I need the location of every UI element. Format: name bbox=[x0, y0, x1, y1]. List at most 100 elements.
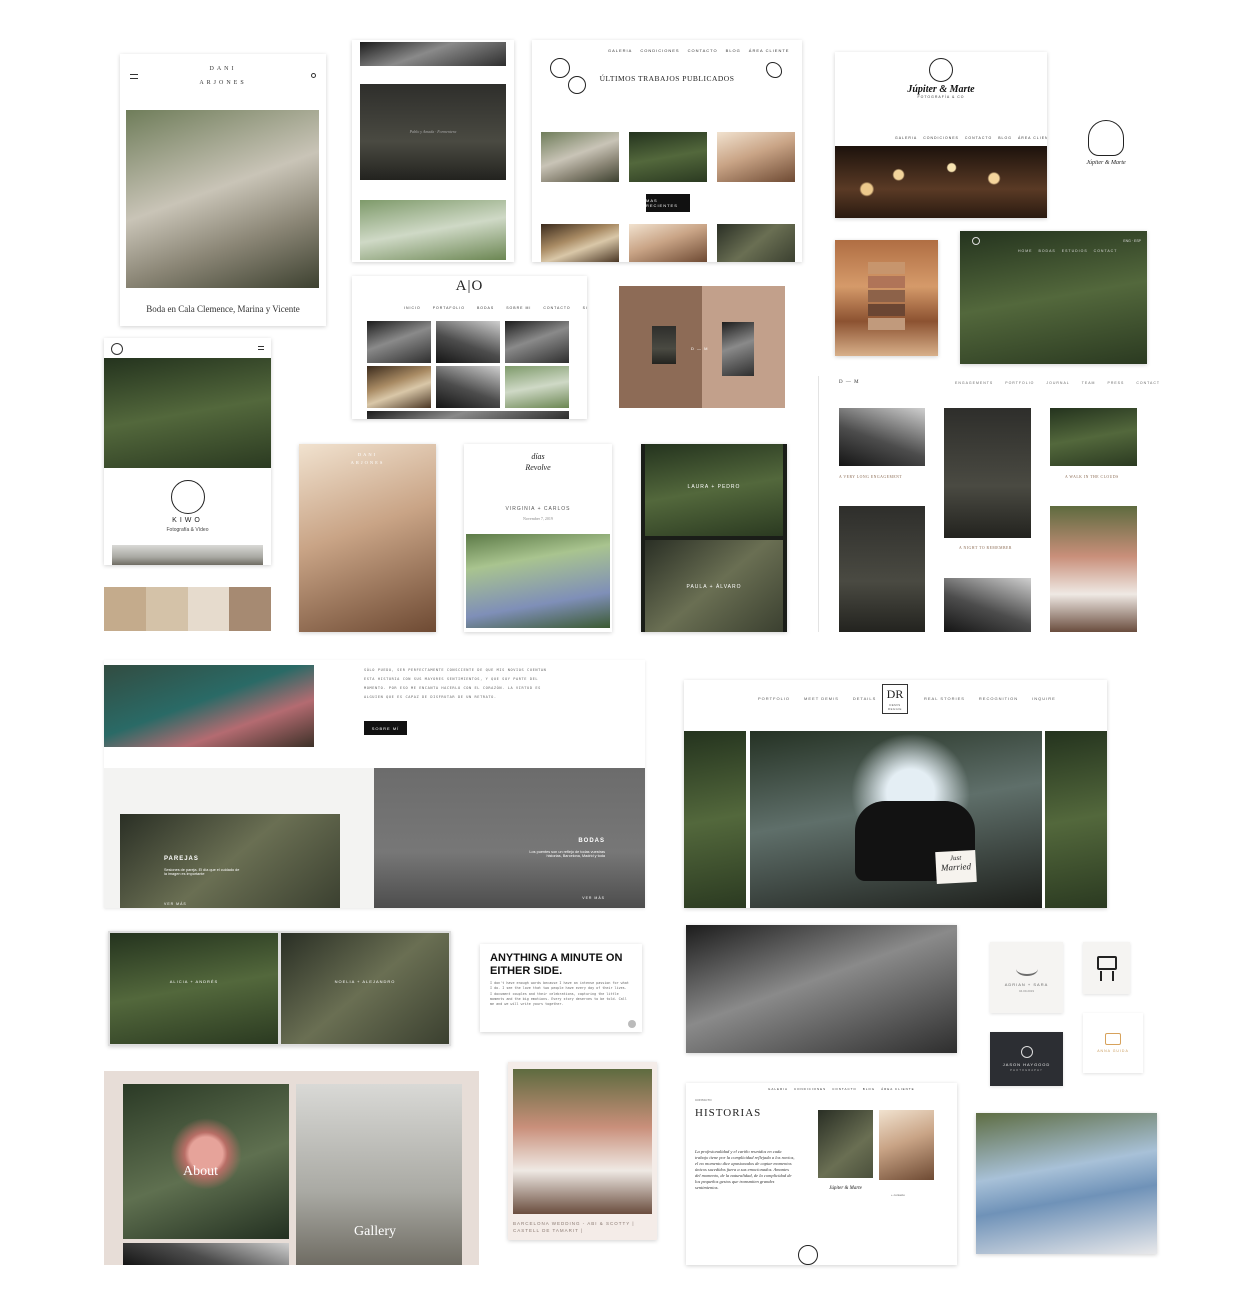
grid-photo-3[interactable] bbox=[505, 321, 569, 363]
ao-logo[interactable]: A|O bbox=[455, 278, 484, 294]
engagement-caption[interactable]: A VERY LONG ENGAGEMENT bbox=[839, 475, 903, 479]
contact-note[interactable]: + contacto bbox=[891, 1193, 905, 1197]
bridesmaids-kiss-photo[interactable] bbox=[976, 1113, 1157, 1254]
hamburger-menu-icon[interactable] bbox=[258, 346, 264, 350]
dm-logo[interactable]: D — M bbox=[839, 380, 860, 385]
nav-home[interactable]: HOME bbox=[1018, 249, 1033, 253]
nav-bodas[interactable]: BODAS bbox=[476, 306, 495, 310]
top-photo-strip[interactable] bbox=[360, 42, 506, 66]
nav-bodas[interactable]: BODAS bbox=[1038, 249, 1056, 253]
clouds-photo[interactable] bbox=[1050, 408, 1137, 466]
nav-galeria[interactable]: GALERIA bbox=[895, 136, 918, 140]
nav-galeria[interactable]: GALERIA bbox=[768, 1087, 789, 1091]
nav-portfolio[interactable]: PORTFOLIO bbox=[758, 696, 791, 701]
language-switch[interactable]: ENG · ESP bbox=[1123, 239, 1141, 243]
nav-blog[interactable]: BLOG bbox=[862, 1087, 876, 1091]
gallery-link[interactable]: Gallery bbox=[354, 1224, 396, 1239]
night-portrait-photo[interactable] bbox=[944, 408, 1031, 538]
about-link[interactable]: About bbox=[183, 1164, 218, 1179]
gallery-photo-6[interactable] bbox=[717, 224, 795, 262]
nav-area-cliente[interactable]: ÁREA CLIENTE bbox=[881, 1087, 915, 1091]
nav-details[interactable]: DETAILS bbox=[852, 696, 877, 701]
left-portrait-photo[interactable] bbox=[652, 326, 676, 364]
right-couple-photo[interactable] bbox=[1045, 731, 1107, 908]
post-caption[interactable]: Boda en Cala Clemence, Marina y Vicente bbox=[146, 304, 300, 314]
couple-hug-photo[interactable] bbox=[104, 665, 314, 747]
nav-contact[interactable]: CONTACT bbox=[1093, 249, 1118, 253]
nav-condiciones[interactable]: CONDICIONES bbox=[640, 48, 680, 53]
dark-banner-photo[interactable]: Pablo y Amada · Formentera bbox=[360, 84, 506, 180]
gallery-photo-1[interactable] bbox=[541, 132, 619, 182]
bw-detail-photo[interactable] bbox=[944, 578, 1031, 632]
bodas-ver-mas-link[interactable]: VER MÁS bbox=[582, 896, 605, 900]
menu-icon[interactable] bbox=[130, 74, 138, 79]
grid-photo-6[interactable] bbox=[505, 366, 569, 408]
hero-photo-couple-walking[interactable] bbox=[126, 110, 319, 288]
left-guests-photo[interactable] bbox=[684, 731, 746, 908]
right-portrait-photo[interactable] bbox=[722, 322, 754, 376]
confetti-celebration-photo[interactable] bbox=[686, 925, 957, 1053]
nav-condiciones[interactable]: CONDICIONES bbox=[923, 136, 959, 140]
nav-condiciones[interactable]: CONDICIONES bbox=[794, 1087, 827, 1091]
couple-photo-right[interactable] bbox=[879, 1110, 934, 1180]
nav-contacto[interactable]: CONTACTO bbox=[543, 306, 571, 310]
nav-inicio[interactable]: INICIO bbox=[404, 306, 421, 310]
just-married-car-photo[interactable]: Just Married bbox=[750, 731, 1042, 908]
nav-team[interactable]: TEAM bbox=[1081, 381, 1096, 385]
gallery-photo-5[interactable] bbox=[629, 224, 707, 262]
bride-bouquet-photo[interactable] bbox=[104, 358, 271, 468]
grid-photo-2[interactable] bbox=[436, 321, 500, 363]
nav-blog[interactable]: BLOG bbox=[998, 136, 1012, 140]
nav-area-cliente[interactable]: ÁREA CLIENTE bbox=[1017, 136, 1047, 140]
nav-social[interactable]: SOCIAL bbox=[582, 306, 587, 310]
dark-bride-photo[interactable] bbox=[839, 506, 925, 632]
grid-photo-1[interactable] bbox=[367, 321, 431, 363]
about-flower-photo[interactable]: About bbox=[123, 1084, 289, 1239]
confetti-aisle-photo[interactable] bbox=[513, 1069, 652, 1214]
grid-photo-4[interactable] bbox=[367, 366, 431, 408]
bride-dress-photo[interactable] bbox=[299, 444, 436, 632]
bottom-photo-left[interactable] bbox=[123, 1243, 289, 1265]
kiwi-small-logo-icon[interactable] bbox=[111, 343, 123, 355]
parejas-photo[interactable]: PAREJAS Sesiones de pareja. El día que e… bbox=[120, 814, 340, 908]
alicia-andres-photo[interactable]: ALICIA + ANDRÉS bbox=[110, 933, 278, 1044]
grid-photo-5[interactable] bbox=[436, 366, 500, 408]
noelia-alejandro-photo[interactable]: NOELIA + ALEJANDRO bbox=[281, 933, 449, 1044]
bottom-photo-strip[interactable] bbox=[112, 545, 263, 565]
gallery-photo-4[interactable] bbox=[541, 224, 619, 262]
nav-contacto[interactable]: CONTACTO bbox=[964, 136, 993, 140]
paula-alvaro-photo[interactable]: PAULA + ÁLVARO bbox=[645, 540, 783, 632]
laura-pedro-photo[interactable]: LAURA + PEDRO bbox=[645, 444, 783, 536]
gallery-photo-3[interactable] bbox=[717, 132, 795, 182]
nav-journal[interactable]: JOURNAL bbox=[1046, 381, 1070, 385]
nav-sobre-mi[interactable]: SOBRE MI bbox=[506, 306, 532, 310]
night-caption[interactable]: A NIGHT TO REMEMBER bbox=[959, 546, 1012, 550]
nav-contacto[interactable]: CONTACTO bbox=[687, 48, 718, 53]
nav-real-stories[interactable]: REAL STORIES bbox=[924, 696, 965, 701]
sobre-mi-button[interactable]: SOBRE MÍ bbox=[364, 721, 407, 735]
nav-recognition[interactable]: RECOGNITION bbox=[978, 696, 1019, 701]
nav-contacto[interactable]: CONTACTO bbox=[832, 1087, 857, 1091]
nav-meet-demis[interactable]: MEET DEMIS bbox=[804, 696, 839, 701]
grid-photo-row3[interactable] bbox=[367, 411, 569, 419]
gallery-photo-2[interactable] bbox=[629, 132, 707, 182]
wedding-caption[interactable]: BARCELONA WEDDING - ABI & SCOTTY | CASTE… bbox=[513, 1221, 635, 1233]
garden-photo[interactable] bbox=[360, 200, 506, 260]
site-logo-icon[interactable] bbox=[972, 237, 980, 245]
nav-engagements[interactable]: ENGAGEMENTS bbox=[955, 381, 994, 385]
couple-kiss-photo[interactable] bbox=[466, 534, 610, 628]
search-icon[interactable] bbox=[311, 73, 316, 78]
parejas-ver-mas-link[interactable]: VER MÁS bbox=[164, 902, 187, 906]
bodas-photo[interactable]: BODAS Los puentes son un reflejo de toda… bbox=[374, 768, 645, 908]
nav-blog[interactable]: BLOG bbox=[725, 48, 741, 53]
gallery-photo[interactable]: Gallery bbox=[296, 1084, 462, 1265]
nav-area-cliente[interactable]: ÁREA CLIENTE bbox=[748, 48, 790, 53]
nav-press[interactable]: PRESS bbox=[1107, 381, 1125, 385]
nav-portfolio[interactable]: PORTFOLIO bbox=[1005, 381, 1035, 385]
chat-bubble-icon[interactable] bbox=[628, 1020, 636, 1028]
couple-names[interactable]: VIRGINIA + CARLOS bbox=[505, 506, 571, 512]
nav-estudios[interactable]: ESTUDIOS bbox=[1061, 249, 1088, 253]
nav-portafolio[interactable]: PORTAFOLIO bbox=[432, 306, 465, 310]
nav-contact[interactable]: CONTACT bbox=[1136, 381, 1161, 385]
nav-inquire[interactable]: INQUIRE bbox=[1032, 696, 1056, 701]
